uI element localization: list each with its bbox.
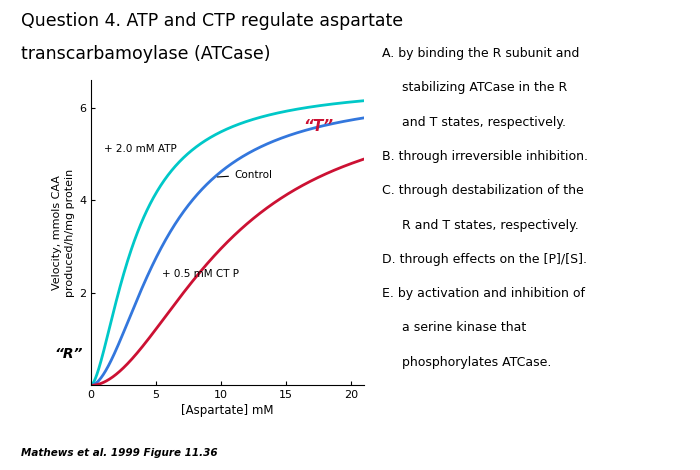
Text: Question 4. ATP and CTP regulate aspartate: Question 4. ATP and CTP regulate asparta… xyxy=(21,12,403,30)
Text: B. through irreversible inhibition.: B. through irreversible inhibition. xyxy=(382,150,587,163)
Text: R and T states, respectively.: R and T states, respectively. xyxy=(382,219,578,232)
Y-axis label: Velocity, mmols CAA
produced/h/mg protein: Velocity, mmols CAA produced/h/mg protei… xyxy=(52,169,75,297)
Text: D. through effects on the [P]/[S].: D. through effects on the [P]/[S]. xyxy=(382,253,587,266)
Text: and T states, respectively.: and T states, respectively. xyxy=(382,116,566,129)
Text: “R”: “R” xyxy=(55,347,83,360)
Text: phosphorylates ATCase.: phosphorylates ATCase. xyxy=(382,356,551,369)
X-axis label: [Aspartate] mM: [Aspartate] mM xyxy=(181,404,274,417)
Text: E. by activation and inhibition of: E. by activation and inhibition of xyxy=(382,287,584,300)
Text: C. through destabilization of the: C. through destabilization of the xyxy=(382,184,583,197)
Text: “T”: “T” xyxy=(303,119,334,134)
Text: transcarbamoylase (ATCase): transcarbamoylase (ATCase) xyxy=(21,45,270,63)
Text: stabilizing ATCase in the R: stabilizing ATCase in the R xyxy=(382,81,567,94)
Text: + 2.0 mM ATP: + 2.0 mM ATP xyxy=(104,144,176,154)
Text: a serine kinase that: a serine kinase that xyxy=(382,321,526,335)
Text: + 0.5 mM CT P: + 0.5 mM CT P xyxy=(162,269,239,279)
Text: Mathews et al. 1999 Figure 11.36: Mathews et al. 1999 Figure 11.36 xyxy=(21,448,218,458)
Text: Control: Control xyxy=(217,170,272,180)
Text: A. by binding the R subunit and: A. by binding the R subunit and xyxy=(382,47,579,60)
